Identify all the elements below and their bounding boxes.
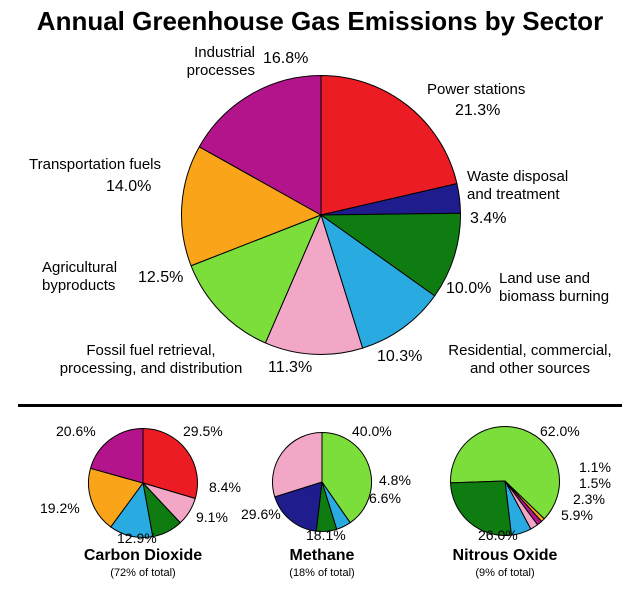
co2-pct-fossil: 8.4% [209, 479, 241, 495]
methane-pct-land-use: 6.6% [369, 490, 401, 506]
n2o-pct-land-use: 26.0% [478, 527, 518, 543]
co2-pct-industrial: 20.6% [56, 423, 96, 439]
section-divider [18, 404, 622, 407]
co2-pct-power: 29.5% [183, 423, 223, 439]
co2-pie-chart [88, 428, 198, 538]
co2-pct-transportation: 19.2% [40, 500, 80, 516]
sector-pct-waste-disposal: 3.4% [470, 210, 507, 227]
sector-label-land-use: Land use and biomass burning [499, 270, 610, 305]
pie-slice-agricultural-byproducts [190, 214, 322, 344]
methane-caption-title: Methane [289, 547, 355, 564]
sector-pct-industrial-processes: 16.8% [263, 50, 309, 67]
methane-pie-chart [272, 432, 372, 532]
methane-caption-subtitle: (18% of total) [289, 567, 355, 579]
sector-label-transportation: Transportation fuels [29, 156, 162, 173]
pie-slice-power-stations [142, 428, 198, 499]
co2-pct-residential: 12.9% [117, 530, 157, 546]
pie-slice-fossil-fuel-retrieval-processing-and-distribution [272, 432, 323, 498]
pie-slice-transportation-fuels [181, 146, 322, 267]
pie-slice-transportation-fuels [88, 467, 144, 528]
n2o-pct-fossil: 2.3% [573, 491, 605, 507]
pie-slice-fossil-fuel-retrieval-processing-and-distribution [264, 214, 364, 355]
sector-label-fossil-fuel: Fossil fuel retrieval, processing, and d… [59, 342, 243, 377]
co2-caption-title: Carbon Dioxide [83, 547, 203, 564]
sector-pct-land-use: 10.0% [446, 280, 492, 297]
methane-pct-waste: 18.1% [306, 527, 346, 543]
methane-pct-fossil: 29.6% [241, 506, 281, 522]
pie-slice-residential-commercial-and-other-sources [320, 214, 436, 349]
pie-slice-agricultural-byproducts [321, 432, 372, 524]
sector-pct-fossil-fuel: 11.3% [268, 359, 313, 376]
sector-pct-residential: 10.3% [377, 348, 423, 365]
n2o-pct-residential: 5.9% [561, 507, 593, 523]
co2-caption-subtitle: (72% of total) [110, 567, 176, 579]
main-pie-chart [181, 75, 461, 355]
pie-slice-agricultural-byproducts [450, 426, 560, 520]
pie-slice-industrial-processes [90, 428, 144, 484]
pie-slice-industrial-processes [198, 75, 322, 216]
n2o-pct-transportation: 1.1% [579, 459, 611, 475]
sector-label-waste-disposal: Waste disposal and treatment [467, 168, 569, 203]
n2o-caption-title: Nitrous Oxide [452, 547, 558, 564]
co2-pct-land-use: 9.1% [196, 509, 228, 525]
n2o-pct-agricultural: 62.0% [540, 423, 580, 439]
pie-slice-waste-disposal-and-treatment [274, 481, 323, 532]
pie-slice-land-use-and-biomass-burning [320, 212, 461, 297]
n2o-pie-chart [450, 426, 560, 536]
sector-label-power-stations: Power stations [427, 81, 526, 98]
n2o-pct-industrial: 1.5% [579, 475, 611, 491]
pie-slice-land-use-and-biomass-burning [450, 480, 512, 536]
methane-pct-residential: 4.8% [379, 472, 411, 488]
sector-pct-transportation: 14.0% [106, 178, 152, 195]
sector-pct-agricultural: 12.5% [138, 269, 184, 286]
sector-label-residential: Residential, commercial, and other sourc… [448, 342, 612, 377]
pie-slice-power-stations [320, 75, 458, 216]
sector-label-industrial-processes: Industrial processes [186, 44, 255, 79]
sector-pct-power-stations: 21.3% [455, 102, 501, 119]
methane-pct-agricultural: 40.0% [352, 423, 392, 439]
n2o-caption-subtitle: (9% of total) [475, 567, 535, 579]
sector-label-agricultural: Agricultural byproducts [42, 259, 118, 294]
page-title: Annual Greenhouse Gas Emissions by Secto… [36, 6, 604, 36]
